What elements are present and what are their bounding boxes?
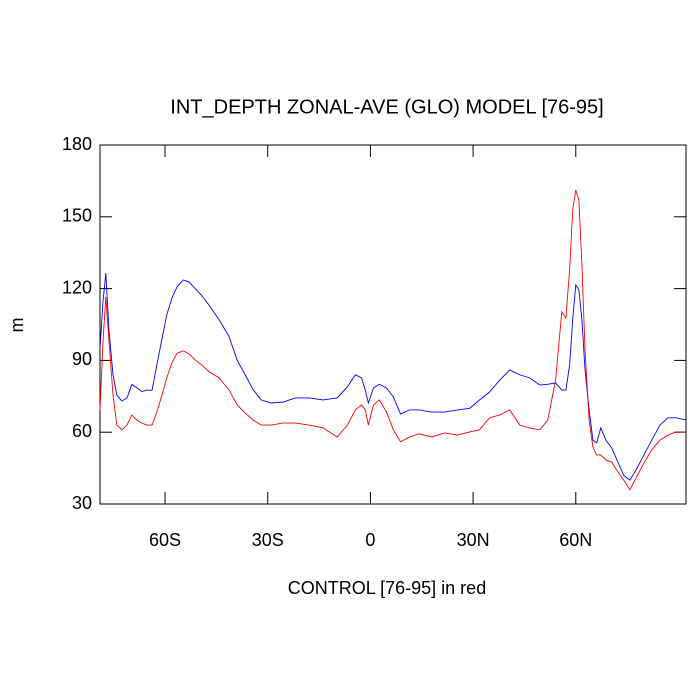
x-tick-label: 60S bbox=[149, 530, 181, 550]
y-tick-label: 150 bbox=[62, 206, 92, 226]
x-tick-label: 30S bbox=[252, 530, 284, 550]
x-tick-label: 30N bbox=[457, 530, 490, 550]
y-tick-label: 60 bbox=[72, 421, 92, 441]
x-tick-label: 0 bbox=[365, 530, 375, 550]
x-tick-label: 60N bbox=[559, 530, 592, 550]
plot-frame bbox=[99, 144, 687, 505]
y-tick-label: 120 bbox=[62, 277, 92, 297]
x-axis-label: CONTROL [76-95] in red bbox=[288, 578, 486, 598]
data-line bbox=[99, 272, 687, 481]
y-axis-label: m bbox=[7, 318, 27, 333]
y-tick-label: 90 bbox=[72, 349, 92, 369]
data-line bbox=[99, 189, 686, 491]
chart-title: INT_DEPTH ZONAL-AVE (GLO) MODEL [76-95] bbox=[170, 96, 603, 118]
y-tick-label: 180 bbox=[62, 134, 92, 154]
y-tick-label: 30 bbox=[72, 493, 92, 513]
